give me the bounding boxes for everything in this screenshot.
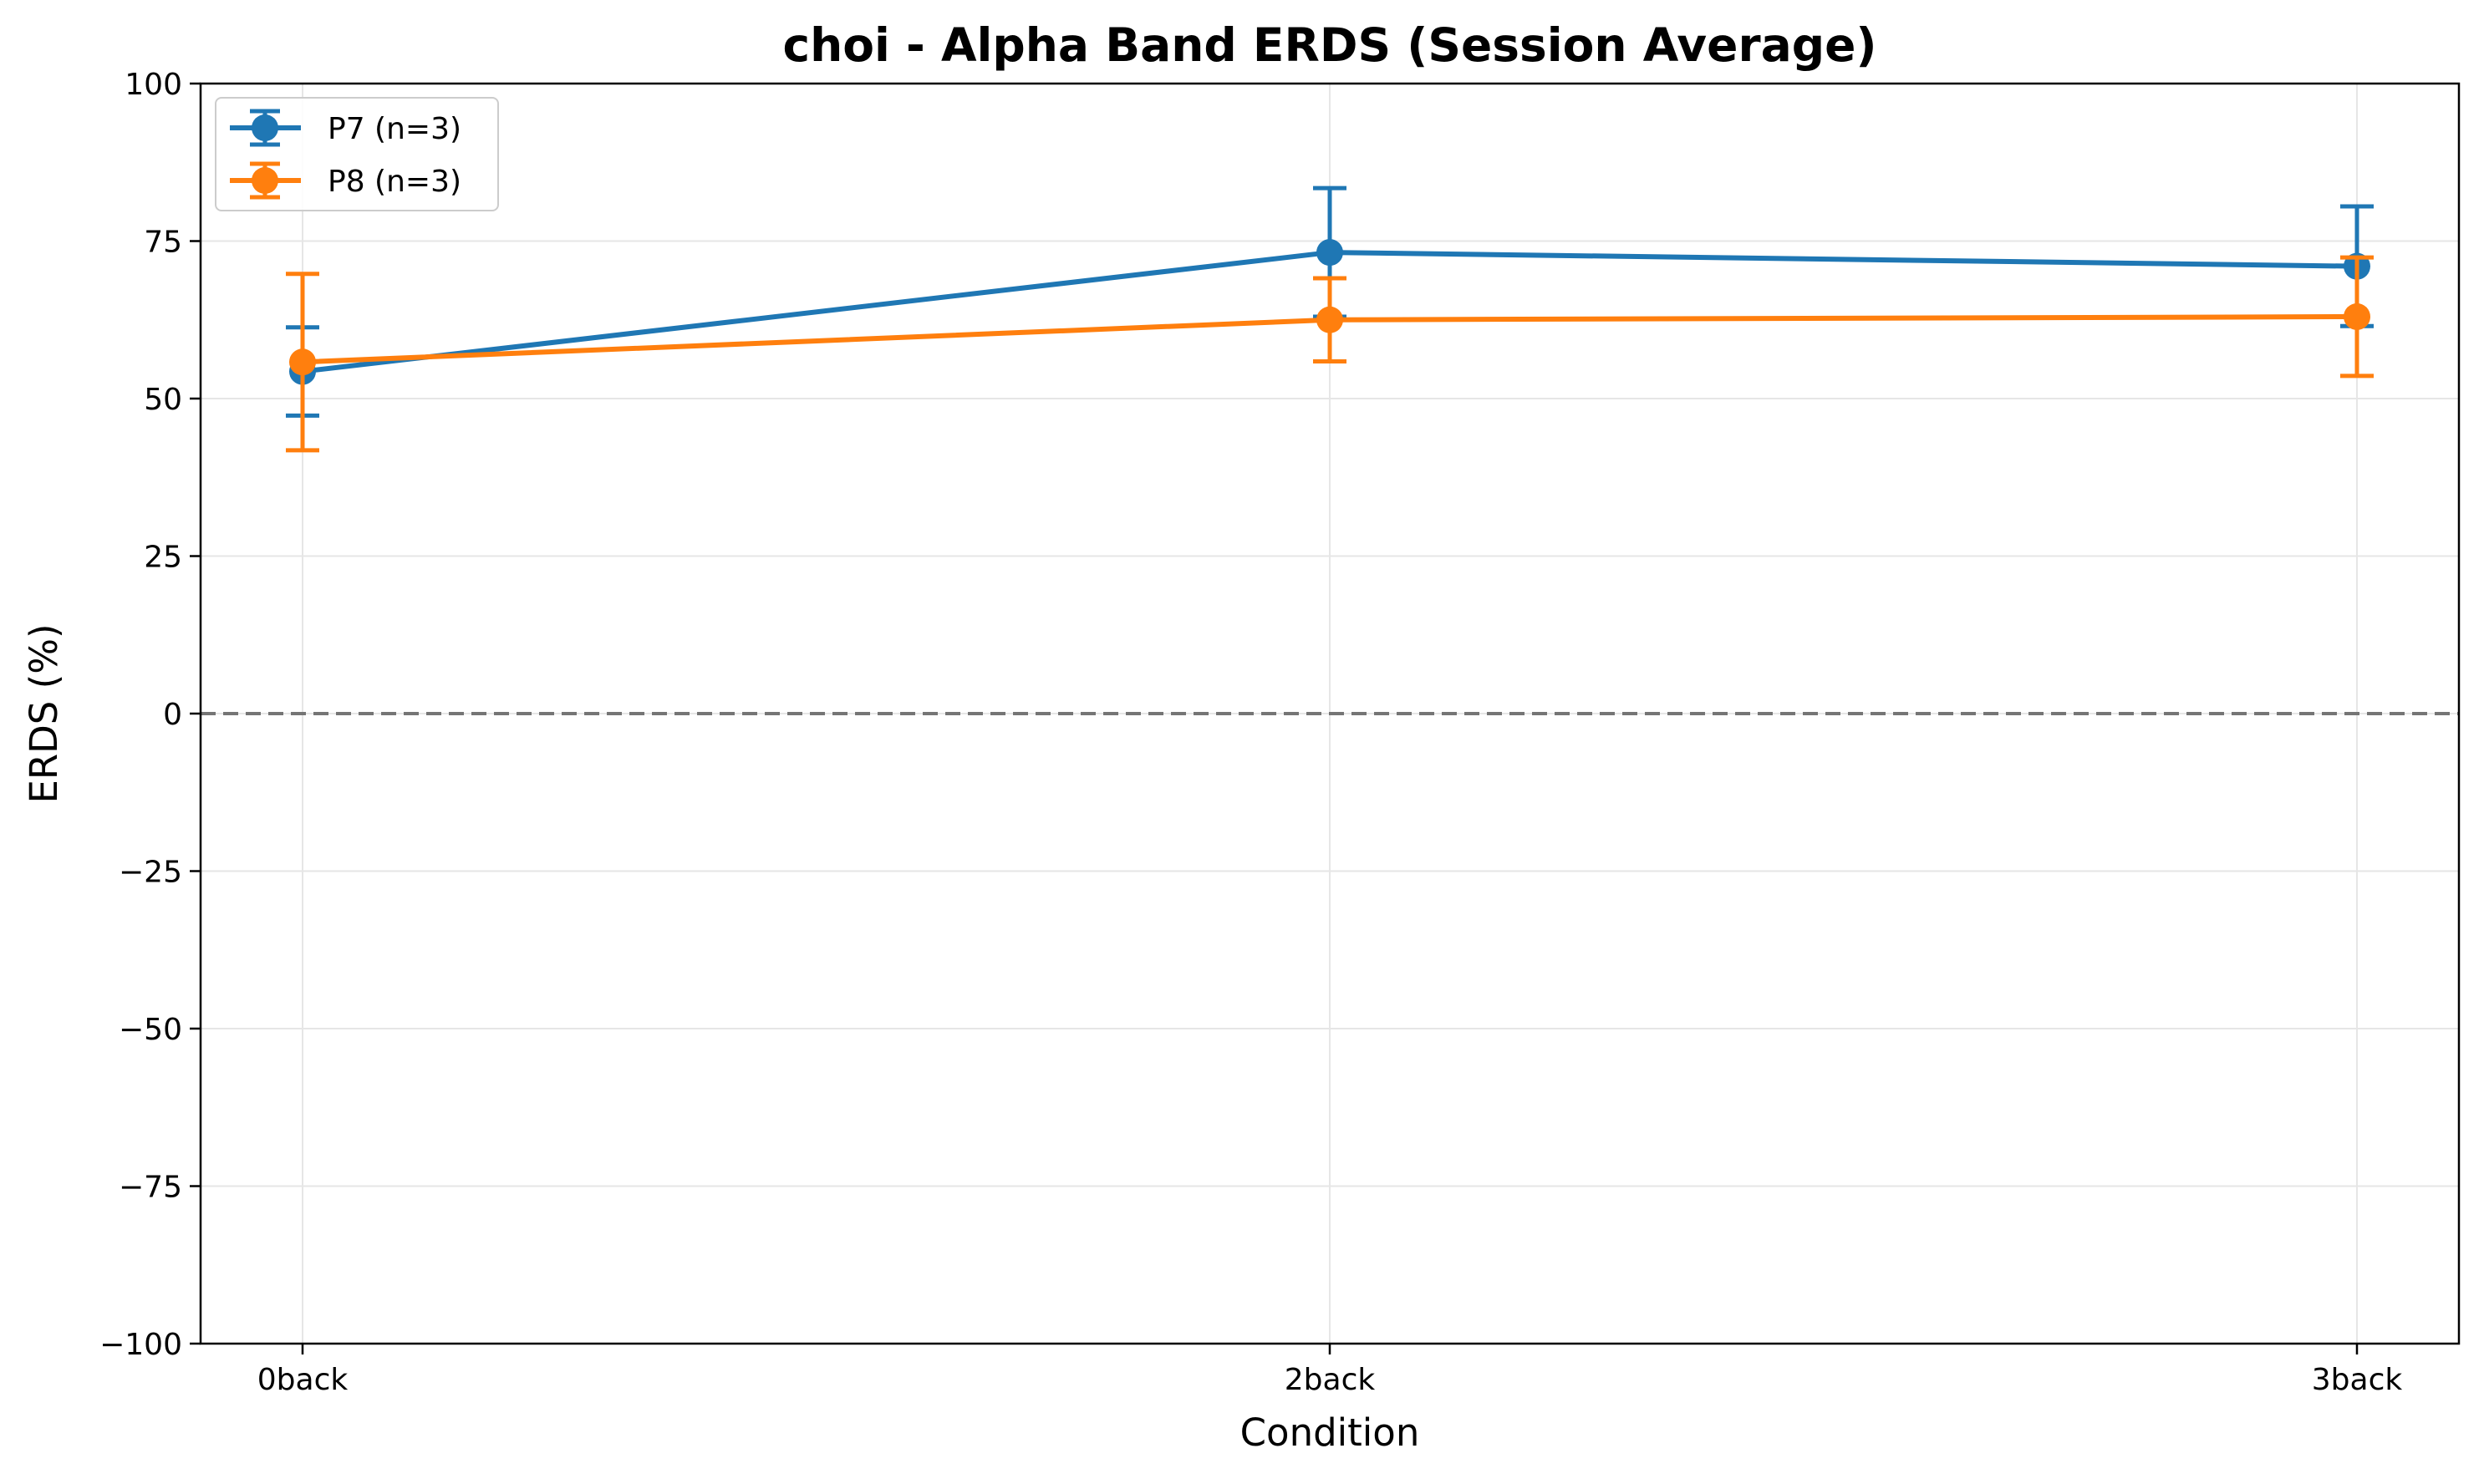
legend: P7 (n=3) P8 (n=3): [215, 97, 499, 211]
x-tick-label: 3back: [2312, 1363, 2403, 1397]
y-tick-label: 100: [125, 68, 182, 102]
y-tick-label: 0: [163, 698, 182, 732]
legend-marker: [252, 167, 278, 194]
legend-marker: [252, 114, 278, 141]
y-tick-label: 75: [144, 226, 182, 260]
data-point: [289, 348, 316, 376]
y-tick-label: 50: [144, 383, 182, 417]
x-tick-label: 0back: [257, 1363, 349, 1397]
y-tick-label: −75: [119, 1171, 182, 1205]
y-tick-label: −100: [99, 1328, 182, 1362]
y-tick-label: 25: [144, 541, 182, 575]
series-2: [286, 255, 2374, 453]
legend-label: P7 (n=3): [328, 112, 461, 146]
x-axis-label: Condition: [1240, 1410, 1420, 1455]
y-tick-label: −50: [119, 1013, 182, 1047]
legend-label: P8 (n=3): [328, 165, 461, 199]
data-point: [2344, 302, 2370, 330]
data-point: [1316, 239, 1343, 267]
x-tick-label: 2back: [1285, 1363, 1376, 1397]
chart-title: choi - Alpha Band ERDS (Session Average): [782, 18, 1876, 72]
data-point: [1316, 306, 1343, 333]
y-tick-label: −25: [119, 856, 182, 890]
y-axis-label: ERDS (%): [22, 623, 66, 803]
